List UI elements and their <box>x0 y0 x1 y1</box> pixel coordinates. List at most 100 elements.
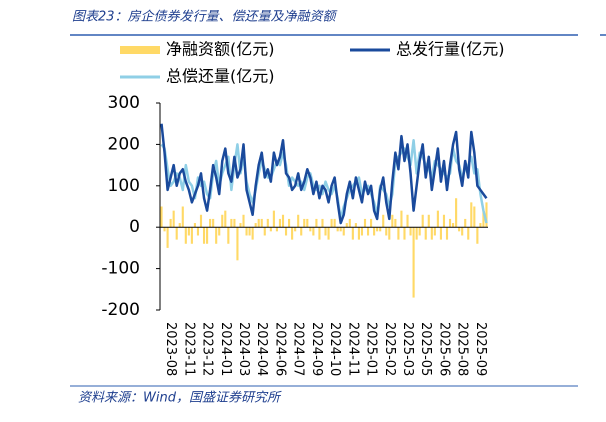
bar <box>230 218 233 228</box>
x-tick-label: 2024-04 <box>254 322 269 376</box>
x-tick-label: 2024-11 <box>345 322 360 376</box>
bar <box>363 218 367 228</box>
bar <box>379 227 382 232</box>
bar <box>166 227 169 248</box>
bar <box>202 227 206 244</box>
bar <box>160 206 163 228</box>
bar <box>470 202 473 228</box>
bar <box>291 227 294 240</box>
bar <box>324 227 327 236</box>
bar <box>312 227 315 236</box>
bar <box>193 223 196 228</box>
bar <box>330 218 333 228</box>
bar <box>370 218 373 228</box>
chart-title: 图表23：房企债券发行量、偿还量及净融资额 <box>72 9 338 25</box>
bar <box>436 210 439 228</box>
bar <box>458 227 461 232</box>
bar <box>187 227 190 236</box>
bar <box>321 218 324 228</box>
x-tick-label: 2023-08 <box>163 322 178 376</box>
bar <box>206 227 209 244</box>
bar <box>348 218 351 228</box>
bar <box>433 227 436 236</box>
bar <box>254 223 257 228</box>
x-tick-label: 2024-10 <box>327 322 342 376</box>
bar <box>382 214 385 228</box>
x-tick-label: 2023-12 <box>200 322 215 376</box>
bar <box>196 227 200 236</box>
bar <box>424 227 427 240</box>
bar <box>218 227 221 236</box>
bar <box>342 227 345 236</box>
bar <box>476 227 479 244</box>
bar <box>327 227 330 240</box>
bar <box>485 202 488 228</box>
bar <box>284 227 288 236</box>
bar <box>400 210 403 228</box>
y-tick-label: -200 <box>101 300 140 320</box>
bar <box>339 227 342 232</box>
x-tick-label: 2024-01 <box>218 322 233 376</box>
bar <box>297 214 300 228</box>
bar <box>357 227 360 240</box>
bar <box>452 223 455 228</box>
bar <box>345 223 348 228</box>
bar <box>294 227 297 232</box>
bar <box>175 227 178 240</box>
y-tick-label: 300 <box>108 93 140 113</box>
bar <box>281 214 285 228</box>
bar <box>269 227 272 232</box>
y-tick-label: 0 <box>129 217 140 237</box>
bar <box>275 227 278 232</box>
x-tick-label: 2024-09 <box>309 322 324 376</box>
bar <box>227 227 230 244</box>
bar <box>306 218 309 228</box>
bar <box>385 227 388 236</box>
bar <box>406 214 409 228</box>
legend-label: 净融资额(亿元) <box>166 40 275 59</box>
x-tick-label: 2025-02 <box>382 322 397 376</box>
bar <box>479 223 482 228</box>
bar <box>260 218 263 228</box>
x-tick-label: 2025-09 <box>473 322 488 376</box>
bar <box>464 218 467 228</box>
bar <box>391 214 394 228</box>
x-tick-label: 2024-03 <box>236 322 251 376</box>
bar <box>388 227 391 240</box>
x-tick-label: 2025-01 <box>364 322 379 376</box>
legend-label: 总发行量(亿元) <box>396 40 505 59</box>
y-tick-label: -100 <box>101 259 140 279</box>
bar <box>430 227 433 240</box>
bar <box>263 227 266 236</box>
bar <box>421 214 424 228</box>
bar <box>251 227 254 240</box>
bar <box>212 218 215 228</box>
bar <box>442 214 446 228</box>
x-tick-label: 2024-07 <box>291 322 306 376</box>
bar <box>412 227 415 298</box>
bar <box>415 227 418 240</box>
bar <box>184 227 187 244</box>
bar <box>303 218 306 228</box>
x-tick-label: 2025-05 <box>418 322 433 376</box>
bar <box>473 206 476 228</box>
bar <box>309 227 312 232</box>
bar <box>272 210 275 228</box>
bar <box>181 206 184 228</box>
bar <box>318 227 321 240</box>
bar <box>366 227 370 236</box>
bar <box>455 198 458 228</box>
bar <box>239 223 242 228</box>
bar <box>409 227 412 236</box>
x-tick-label: 2025-08 <box>455 322 470 376</box>
bar <box>482 210 485 228</box>
bar <box>169 218 172 228</box>
bar <box>376 227 379 232</box>
bar <box>418 227 421 236</box>
bar <box>445 227 449 240</box>
bar <box>288 218 291 228</box>
bar <box>336 227 339 232</box>
bar <box>360 227 364 236</box>
